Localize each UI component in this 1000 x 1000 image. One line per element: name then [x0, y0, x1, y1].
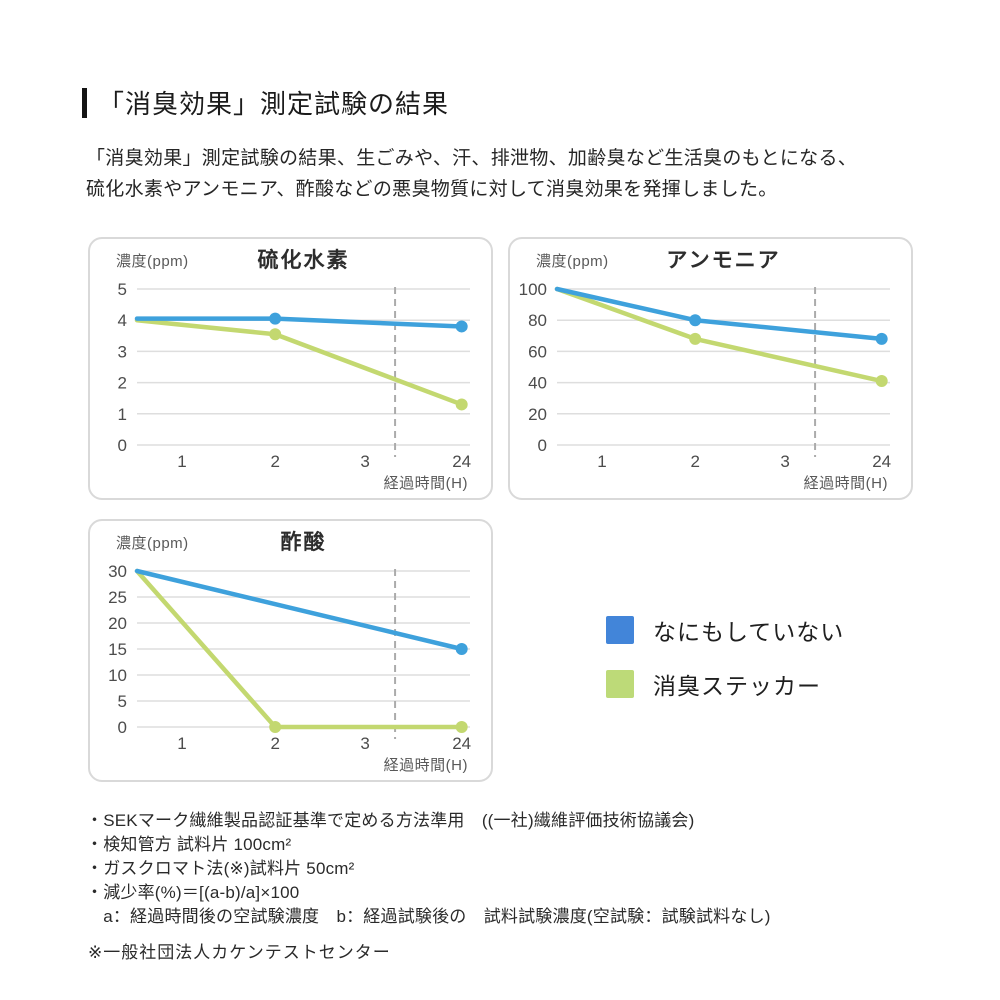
x-tick-label: 2	[690, 452, 699, 471]
legend-item-deodorizing-sticker: 消臭ステッカー	[606, 667, 844, 701]
source-note: ※一般社団法人カケンテストセンター	[88, 943, 391, 962]
legend-swatch-green	[606, 670, 634, 698]
y-tick-label: 0	[118, 436, 127, 455]
x-tick-label: 24	[452, 452, 471, 471]
legend-label-deodorizing-sticker: 消臭ステッカー	[653, 673, 821, 699]
x-axis-label: 経過時間(H)	[383, 757, 468, 774]
line-chart-hydrogen-sulfide: 0 1 2 3 4 5 1 2 3 24	[118, 280, 472, 471]
title-accent-bar	[82, 87, 87, 118]
x-axis-label: 経過時間(H)	[803, 475, 888, 492]
y-tick-label: 0	[538, 436, 547, 455]
y-tick-label: 15	[108, 640, 127, 659]
y-tick-label: 20	[108, 614, 127, 633]
x-tick-label: 1	[597, 452, 606, 471]
legend-item-no-treatment: なにもしていない	[606, 613, 844, 647]
x-tick-label: 1	[177, 452, 186, 471]
y-tick-label: 40	[528, 374, 547, 393]
y-tick-label: 4	[118, 311, 127, 330]
x-tick-label: 2	[270, 734, 279, 753]
footnote-line-2: ・検知管方 試料片 100cm²	[86, 835, 292, 854]
y-tick-label: 5	[118, 692, 127, 711]
intro-paragraph: 「消臭効果」測定試験の結果、生ごみや、汗、排泄物、加齢臭など生活臭のもとになる、…	[86, 143, 857, 205]
legend-label-no-treatment: なにもしていない	[653, 619, 845, 645]
data-point-dot	[689, 314, 702, 327]
series-line	[134, 317, 464, 407]
x-axis-label: 経過時間(H)	[383, 475, 468, 492]
data-point-dot	[455, 398, 468, 411]
data-point-dot	[455, 643, 468, 655]
x-tick-label: 3	[360, 452, 369, 471]
page-title: 「消臭効果」測定試験の結果	[98, 89, 450, 119]
y-tick-label: 30	[108, 562, 127, 581]
y-tick-label: 3	[118, 342, 127, 361]
x-tick-label: 2	[270, 452, 279, 471]
legend-swatch-blue	[606, 616, 634, 644]
y-tick-label: 60	[528, 342, 547, 361]
x-tick-label: 24	[872, 452, 891, 471]
data-point-dot	[875, 332, 888, 345]
chart-card-hydrogen-sulfide: 濃度(ppm) 硫化水素 0 1 2 3 4 5 1 2 3 24 経過時間(H)	[88, 237, 493, 500]
x-tick-label: 1	[177, 734, 186, 753]
footnote-line-5: a：経過時間後の空試験濃度 b：経過試験後の 試料試験濃度(空試験：試験試料なし…	[86, 907, 771, 926]
chart-card-acetic-acid: 濃度(ppm) 酢酸 0 5 10 15 20 25 30 1 2 3 24 経過時間(H)	[88, 519, 493, 782]
x-tick-label: 24	[452, 734, 471, 753]
data-point-dot	[875, 375, 888, 388]
chart-title-ammonia: アンモニア	[666, 249, 781, 272]
data-point-dot	[455, 721, 468, 733]
footnotes-block: ・SEKマーク繊維製品認証基準で定める方法準用 ((一社)繊維評価技術協議会) …	[86, 809, 771, 929]
data-point-dot	[269, 721, 282, 733]
y-axis-unit-label: 濃度(ppm)	[536, 253, 609, 270]
y-tick-label: 1	[118, 405, 127, 424]
y-axis-unit-label: 濃度(ppm)	[116, 535, 189, 552]
y-axis-unit-label: 濃度(ppm)	[116, 253, 189, 270]
y-tick-label: 10	[108, 666, 127, 685]
line-chart-acetic-acid: 0 5 10 15 20 25 30 1 2 3 24	[108, 562, 471, 753]
series-line	[554, 286, 884, 342]
data-point-dot	[689, 332, 702, 345]
footnote-line-3: ・ガスクロマト法(※)試料片 50cm²	[86, 859, 355, 878]
footnote-line-1: ・SEKマーク繊維製品認証基準で定める方法準用 ((一社)繊維評価技術協議会)	[86, 811, 695, 830]
line-chart-ammonia: 0 20 40 60 80 100 1 2 3 24	[519, 280, 892, 471]
data-point-dot	[455, 320, 468, 333]
x-tick-label: 3	[360, 734, 369, 753]
y-tick-label: 5	[118, 280, 127, 299]
chart-title-acetic-acid: 酢酸	[280, 531, 327, 554]
footnote-line-4: ・減少率(%)＝[(a-b)/a]×100	[86, 883, 300, 902]
chart-card-ammonia: 濃度(ppm) アンモニア 0 20 40 60 80 100 1 2 3 24 経過時間(H)	[508, 237, 913, 500]
intro-line-2: 硫化水素やアンモニア、酢酸などの悪臭物質に対して消臭効果を発揮しました。	[86, 179, 778, 200]
x-tick-label: 3	[780, 452, 789, 471]
intro-line-1: 「消臭効果」測定試験の結果、生ごみや、汗、排泄物、加齢臭など生活臭のもとになる、	[86, 148, 858, 169]
y-tick-label: 25	[108, 588, 127, 607]
chart-title-hydrogen-sulfide: 硫化水素	[257, 249, 350, 272]
y-tick-label: 20	[528, 405, 547, 424]
y-tick-label: 0	[118, 718, 127, 737]
data-point-dot	[269, 328, 282, 341]
y-tick-label: 100	[519, 280, 547, 299]
data-point-dot	[269, 312, 282, 325]
y-tick-label: 80	[528, 311, 547, 330]
series-line	[134, 568, 464, 652]
y-tick-label: 2	[118, 374, 127, 393]
chart-legend: なにもしていない 消臭ステッカー	[606, 613, 844, 701]
page-title-block: 「消臭効果」測定試験の結果	[82, 84, 449, 121]
